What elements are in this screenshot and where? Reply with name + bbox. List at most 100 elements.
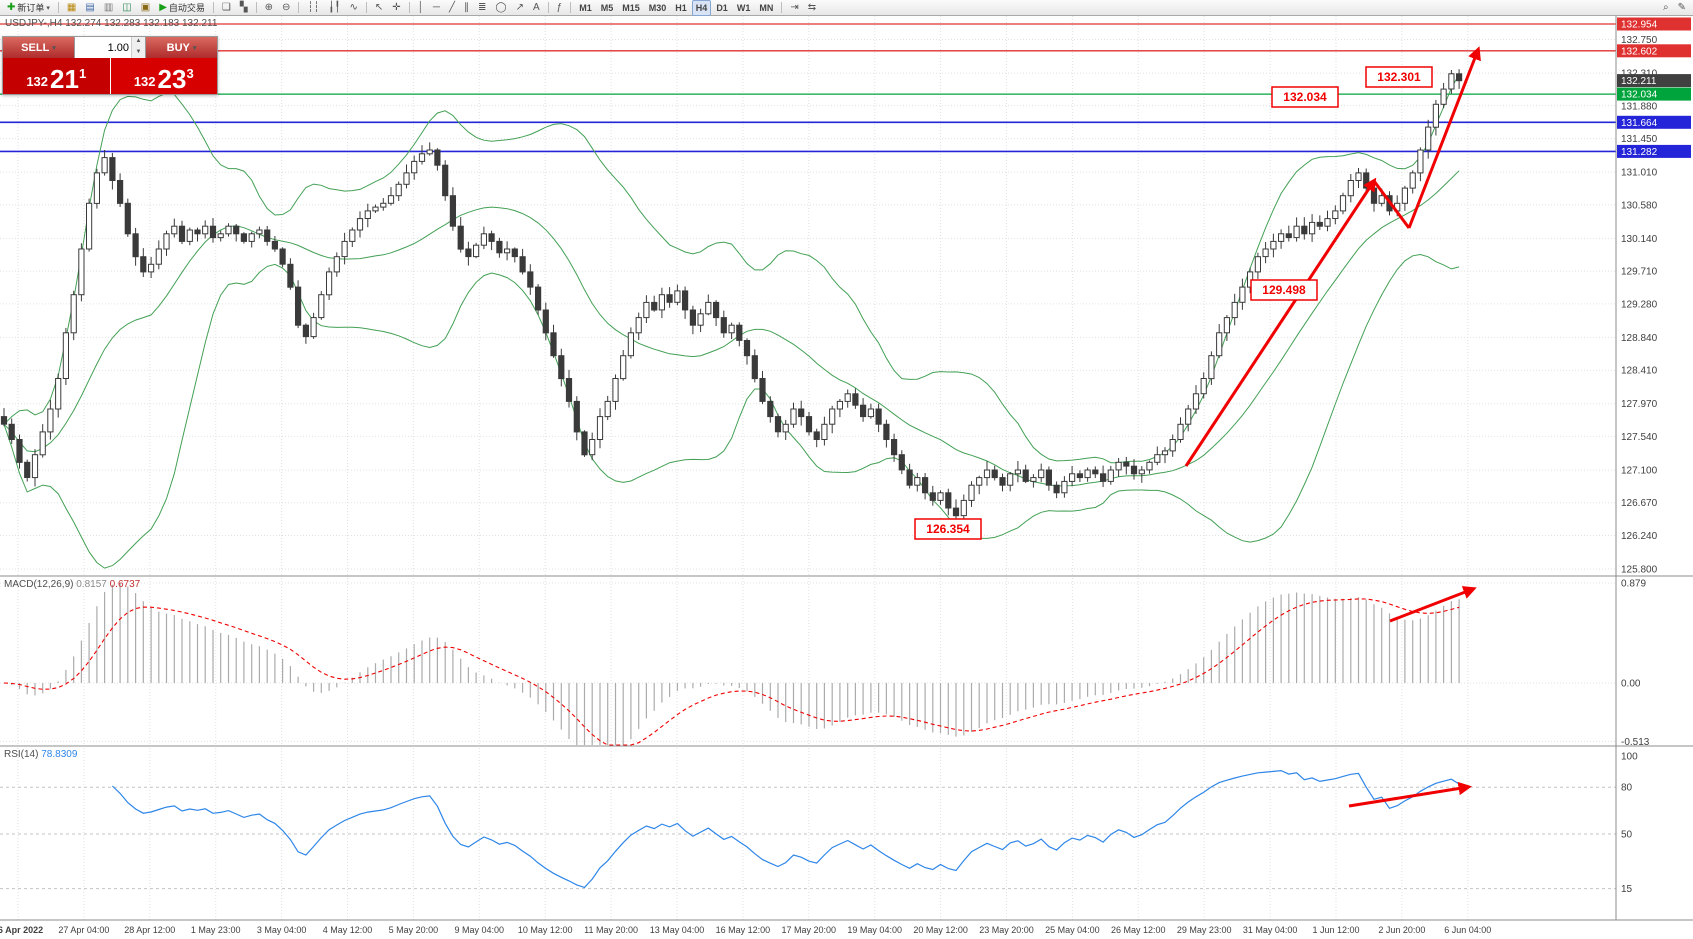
charts-icon[interactable]: ▦ xyxy=(63,0,80,16)
timeframe-m5[interactable]: M5 xyxy=(597,0,618,16)
new-order-glyph: ✚ xyxy=(7,1,16,13)
sell-button[interactable]: SELL ▾ xyxy=(3,37,74,58)
ellipse-icon-glyph: ◯ xyxy=(495,1,507,13)
cursor-icon[interactable]: ↖ xyxy=(371,0,387,16)
svg-text:130.140: 130.140 xyxy=(1621,234,1658,245)
svg-text:50: 50 xyxy=(1621,830,1633,841)
bar-chart-icon-glyph: ┆┆ xyxy=(307,1,320,13)
buy-caret-icon: ▾ xyxy=(192,44,197,52)
horizontal-price-lines[interactable] xyxy=(0,23,1616,153)
svg-text:29 May 23:00: 29 May 23:00 xyxy=(1177,925,1232,935)
trend-arrows[interactable] xyxy=(1184,46,1481,808)
new-chart-icon[interactable]: ❏ xyxy=(218,0,235,16)
toolbar-separator xyxy=(547,2,549,13)
timeframe-m30[interactable]: M30 xyxy=(645,0,671,16)
fibonacci-icon-glyph: ≣ xyxy=(478,1,487,13)
chart-symbol-period: USDJPY-,H4 xyxy=(5,18,63,29)
new-chart-icon-glyph: ❏ xyxy=(221,1,231,13)
rsi-axis: 100 80 50 15 xyxy=(1621,752,1638,896)
time-axis[interactable]: 26 Apr 2022 27 Apr 04:00 28 Apr 12:00 1 May… xyxy=(0,925,1491,935)
toolbar-separator xyxy=(365,2,367,13)
ask-pipette: 3 xyxy=(186,66,194,81)
svg-text:-0.513: -0.513 xyxy=(1621,737,1650,748)
price-axis[interactable]: 132.750132.310131.880131.450131.010130.5… xyxy=(1621,35,1658,576)
text-tool-icon[interactable]: A xyxy=(529,0,544,16)
svg-text:129.498: 129.498 xyxy=(1262,283,1306,297)
chart-shift-icon[interactable]: ⇆ xyxy=(804,0,820,16)
bid-big-digits: 21 xyxy=(50,64,79,94)
indicators-icon[interactable]: ƒ xyxy=(553,0,567,16)
chart-title: USDJPY-,H4 132.274 132.283 132.183 132.2… xyxy=(5,18,217,29)
svg-text:3 May 04:00: 3 May 04:00 xyxy=(257,925,307,935)
edit-icon[interactable]: ✎ xyxy=(1674,0,1690,16)
navigator-icon[interactable]: ◫ xyxy=(118,0,135,16)
timeframe-m15[interactable]: M15 xyxy=(618,0,644,16)
timeframe-h4[interactable]: H4 xyxy=(691,0,712,16)
candlestick-icon-glyph: ╽╿ xyxy=(328,1,341,13)
timeframe-h4-label: H4 xyxy=(695,2,708,13)
toolbar-separator xyxy=(570,2,572,13)
svg-text:128.410: 128.410 xyxy=(1621,366,1658,377)
arrow-tool-icon[interactable]: ↗ xyxy=(512,0,528,16)
timeframe-w1[interactable]: W1 xyxy=(733,0,755,16)
volume-up-icon[interactable]: ▲ xyxy=(132,37,145,48)
trendline-icon[interactable]: ╱ xyxy=(445,0,459,16)
rsi-value: 78.8309 xyxy=(41,749,78,760)
bid-price[interactable]: 132 21 1 xyxy=(3,58,111,94)
svg-text:4 May 12:00: 4 May 12:00 xyxy=(323,925,373,935)
equidistant-channel-icon[interactable]: ∥ xyxy=(460,0,473,16)
tile-windows-icon[interactable]: ▚ xyxy=(236,0,252,16)
auto-scroll-icon-glyph: ⇥ xyxy=(790,1,799,13)
svg-text:131.450: 131.450 xyxy=(1621,134,1658,145)
terminal-icon[interactable]: ▣ xyxy=(137,0,154,16)
annotation-labels[interactable]: 132.034 132.301 129.498 126.354 xyxy=(914,66,1433,540)
line-chart-icon[interactable]: ∿ xyxy=(345,0,361,16)
volume-input[interactable] xyxy=(75,37,131,58)
buy-button[interactable]: BUY ▾ xyxy=(146,37,217,58)
svg-text:126.240: 126.240 xyxy=(1621,531,1658,542)
svg-text:11 May 20:00: 11 May 20:00 xyxy=(584,925,638,935)
fibonacci-icon[interactable]: ≣ xyxy=(474,0,490,16)
autotrade-button[interactable]: ▶ 自动交易 xyxy=(155,0,209,16)
svg-text:2 Jun 20:00: 2 Jun 20:00 xyxy=(1378,925,1425,935)
horizontal-line-icon[interactable]: ─ xyxy=(429,0,444,16)
zoom-out-icon[interactable]: ⊖ xyxy=(278,0,294,16)
svg-text:100: 100 xyxy=(1621,752,1638,763)
toolbar-separator xyxy=(212,2,214,13)
volume-down-icon[interactable]: ▼ xyxy=(132,47,145,58)
market-watch-icon[interactable]: ▤ xyxy=(81,0,98,16)
volume-spinner[interactable]: ▲ ▼ xyxy=(131,37,145,58)
text-tool-icon-glyph: A xyxy=(532,1,540,13)
svg-text:128.840: 128.840 xyxy=(1621,333,1658,344)
timeframe-d1[interactable]: D1 xyxy=(712,0,732,16)
data-window-icon[interactable]: ▥ xyxy=(100,0,117,16)
bid-pipette: 1 xyxy=(78,66,87,81)
macd-name: MACD(12,26,9) xyxy=(4,579,74,590)
timeframe-h1-label: H1 xyxy=(675,2,687,13)
autotrade-button-label: 自动交易 xyxy=(168,3,205,13)
macd-main-value: 0.8157 xyxy=(76,579,107,590)
crosshair-icon[interactable]: ✛ xyxy=(388,0,404,16)
search-icon[interactable]: ⌕ xyxy=(1659,0,1673,16)
svg-text:131.664: 131.664 xyxy=(1621,118,1658,129)
vertical-line-icon[interactable]: │ xyxy=(414,0,428,16)
macd-signal-value: 0.6737 xyxy=(109,579,141,590)
svg-text:27 Apr 04:00: 27 Apr 04:00 xyxy=(58,925,109,935)
zoom-in-icon[interactable]: ⊕ xyxy=(261,0,277,16)
auto-scroll-icon[interactable]: ⇥ xyxy=(786,0,802,16)
timeframe-h1[interactable]: H1 xyxy=(671,0,691,16)
new-order-button[interactable]: ✚ 新订单 ▾ xyxy=(3,0,54,16)
pane-separators[interactable] xyxy=(0,16,1693,921)
timeframe-m1[interactable]: M1 xyxy=(575,0,596,16)
svg-text:26 Apr 2022: 26 Apr 2022 xyxy=(0,925,43,935)
rsi-indicator-label: RSI(14) 78.8309 xyxy=(4,749,77,760)
volume-stepper[interactable]: ▲ ▼ xyxy=(74,37,146,58)
arrow-tool-icon-glyph: ↗ xyxy=(515,1,524,13)
ellipse-icon[interactable]: ◯ xyxy=(491,0,510,16)
bar-chart-icon[interactable]: ┆┆ xyxy=(303,0,323,16)
ask-price[interactable]: 132 23 3 xyxy=(110,58,217,94)
candlestick-icon[interactable]: ╽╿ xyxy=(324,0,344,16)
timeframe-mn[interactable]: MN xyxy=(755,0,777,16)
